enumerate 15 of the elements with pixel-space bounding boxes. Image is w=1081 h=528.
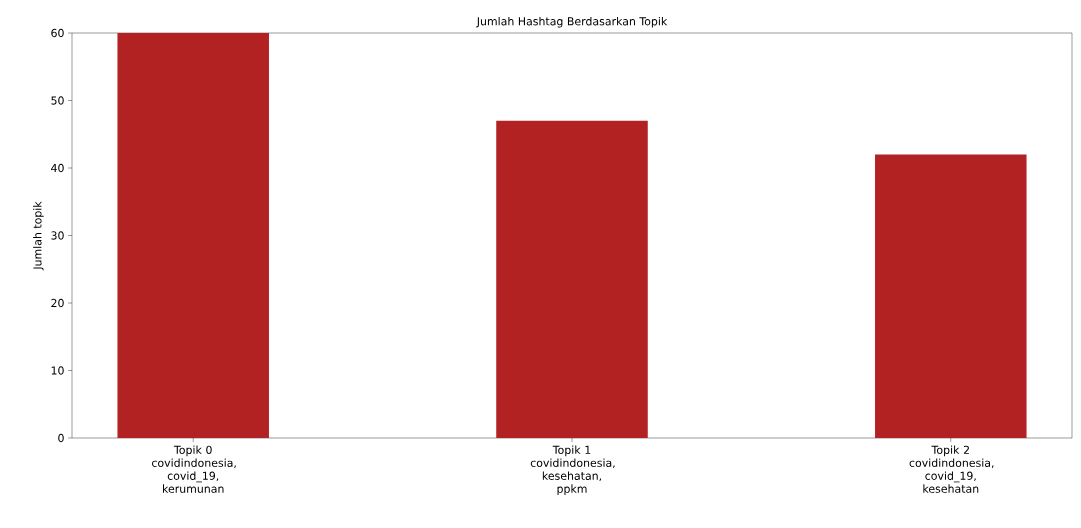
bar xyxy=(875,154,1027,438)
y-tick-label: 0 xyxy=(58,433,64,443)
bar xyxy=(496,120,648,438)
y-tick-label: 60 xyxy=(51,28,64,38)
y-tick-label: 50 xyxy=(51,96,64,105)
y-tick-label: 20 xyxy=(51,298,64,308)
x-tick-label: Topik 0 covidindonesia, covid_19, kerumunan xyxy=(152,445,236,493)
y-tick-label: 10 xyxy=(51,366,64,375)
bar xyxy=(117,33,269,438)
x-tick-label: Topik 1 covidindonesia, kesehatan, ppkm xyxy=(530,445,615,495)
y-axis-title: Jumlah topik xyxy=(33,201,44,271)
y-tick-label: 40 xyxy=(51,163,64,173)
y-tick-label: 30 xyxy=(51,231,64,240)
chart-title: Jumlah Hashtag Berdasarkan Topik xyxy=(476,16,668,28)
x-tick-label: Topik 2 covidindonesia, covid_19, kesehatan xyxy=(909,445,994,493)
